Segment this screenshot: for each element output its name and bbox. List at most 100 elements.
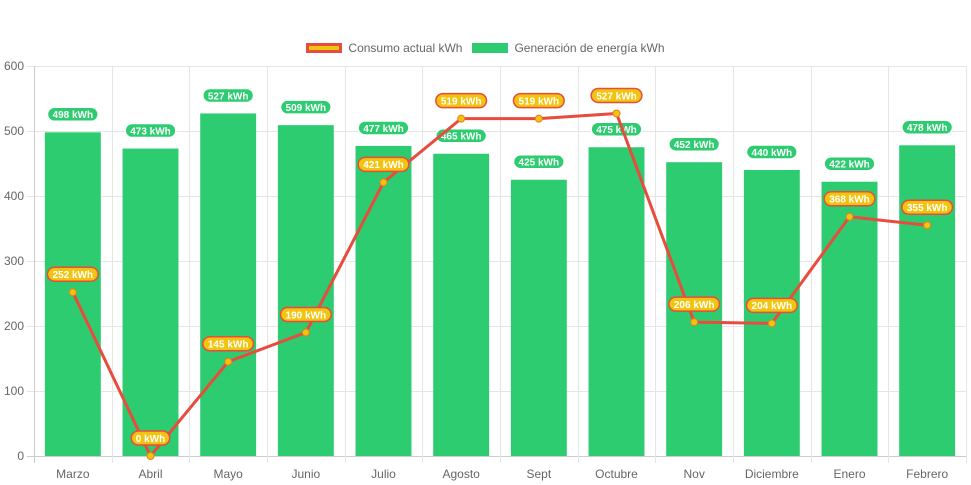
bar-data-label-bg xyxy=(512,154,565,170)
x-tick-label: Diciembre xyxy=(745,467,799,481)
line-data-label-text: 190 kWh xyxy=(286,310,327,321)
line-data-label: 0 kWh xyxy=(130,430,171,446)
line-data-label: 206 kWh xyxy=(668,296,721,312)
bar-data-label: 473 kWh xyxy=(124,122,177,139)
legend-swatch-generacion xyxy=(472,43,509,53)
x-tick-label: Mayo xyxy=(213,467,243,481)
line-data-label-bg xyxy=(130,430,171,446)
line-data-label-bg xyxy=(202,336,255,352)
line-point xyxy=(845,212,854,221)
line-point xyxy=(767,319,776,328)
line-point xyxy=(224,357,233,366)
line-point xyxy=(68,288,77,297)
bar-data-label-bg xyxy=(202,87,255,104)
bar xyxy=(588,147,645,456)
line-data-label-text: 355 kWh xyxy=(907,203,948,214)
line-data-label-bg xyxy=(901,199,954,215)
line-data-label-bg xyxy=(668,296,721,312)
line-data-label-bg xyxy=(823,191,876,207)
line-data-label: 519 kWh xyxy=(512,92,565,109)
bar-data-label-bg xyxy=(46,106,99,123)
bar-data-label-text: 452 kWh xyxy=(674,140,715,151)
chart-legend: Consumo actual kWh Generación de energía… xyxy=(0,41,971,55)
line-point xyxy=(690,318,699,327)
line-data-label-text: 0 kWh xyxy=(136,434,165,445)
line-data-label: 421 kWh xyxy=(357,156,410,173)
y-tick-label: 400 xyxy=(4,189,24,203)
line-data-label-bg xyxy=(357,156,410,173)
bar xyxy=(122,148,179,457)
line-data-label: 252 kWh xyxy=(46,266,99,282)
bar xyxy=(821,181,878,456)
bar-data-label-text: 440 kWh xyxy=(752,148,793,159)
bar-data-label-text: 498 kWh xyxy=(53,110,94,121)
bar xyxy=(899,145,956,457)
line-data-label-text: 368 kWh xyxy=(829,195,870,206)
line-point xyxy=(146,452,155,460)
bar-data-label-bg xyxy=(823,155,876,172)
line-point xyxy=(612,109,621,118)
line-point xyxy=(379,178,388,187)
bar xyxy=(200,113,257,456)
bar-data-label-bg xyxy=(590,121,643,137)
bar xyxy=(510,179,567,456)
bar-data-label-text: 478 kWh xyxy=(907,123,948,134)
line-data-label-text: 519 kWh xyxy=(519,96,560,107)
bar xyxy=(433,153,490,456)
bar-data-label-text: 477 kWh xyxy=(363,124,404,135)
legend-label-generacion: Generación de energía kWh xyxy=(514,41,665,55)
legend-label-consumo: Consumo actual kWh xyxy=(348,41,463,55)
line-point xyxy=(923,221,932,230)
bar-data-label-bg xyxy=(435,128,488,144)
x-tick-label: Nov xyxy=(683,467,704,481)
line-data-label-text: 252 kWh xyxy=(53,270,94,281)
bar-data-label: 498 kWh xyxy=(46,106,99,123)
bar-data-label-bg xyxy=(668,136,721,152)
x-tick-label: Junio xyxy=(291,467,320,481)
bar-data-label: 477 kWh xyxy=(357,120,410,136)
line-data-label-text: 519 kWh xyxy=(441,96,482,107)
x-tick-label: Octubre xyxy=(595,467,638,481)
bar-data-label: 527 kWh xyxy=(202,87,255,104)
bar-data-label-text: 527 kWh xyxy=(208,91,249,102)
bar-data-label-bg xyxy=(745,144,798,160)
line-data-label-bg xyxy=(279,306,332,323)
bar-data-label: 465 kWh xyxy=(435,128,488,144)
bar-data-label-bg xyxy=(124,122,177,139)
line-data-label: 190 kWh xyxy=(279,306,332,323)
bar-data-label: 422 kWh xyxy=(823,155,876,172)
bar-data-label-text: 465 kWh xyxy=(441,132,482,143)
line-data-label: 368 kWh xyxy=(823,191,876,207)
bar-data-label-text: 475 kWh xyxy=(596,125,637,136)
x-tick-label: Julio xyxy=(371,467,396,481)
line-data-label: 145 kWh xyxy=(202,336,255,352)
line-data-label-bg xyxy=(512,92,565,109)
line-data-label-text: 421 kWh xyxy=(363,160,404,171)
bar-data-label: 478 kWh xyxy=(901,119,954,136)
y-tick-label: 100 xyxy=(4,384,24,398)
line-data-label: 527 kWh xyxy=(590,87,643,104)
line-data-label-bg xyxy=(590,87,643,104)
bar-data-label-text: 473 kWh xyxy=(130,126,171,137)
bar-data-label: 425 kWh xyxy=(512,154,565,170)
y-tick-label: 300 xyxy=(4,254,24,268)
bar xyxy=(355,145,412,456)
y-tick-label: 600 xyxy=(4,59,24,73)
line-data-label-bg xyxy=(435,92,488,109)
bar-data-label-text: 509 kWh xyxy=(286,103,327,114)
legend-item-generacion[interactable]: Generación de energía kWh xyxy=(472,41,665,55)
legend-swatch-consumo xyxy=(306,43,343,53)
bar-data-label-text: 422 kWh xyxy=(829,160,870,171)
legend-item-consumo[interactable]: Consumo actual kWh xyxy=(306,41,462,55)
line-data-label-text: 206 kWh xyxy=(674,300,715,311)
line-point xyxy=(534,114,543,123)
bar-data-label: 509 kWh xyxy=(279,99,332,115)
x-tick-label: Agosto xyxy=(442,467,480,481)
bar-data-label-bg xyxy=(279,99,332,115)
x-tick-label: Sept xyxy=(526,467,551,481)
bar-data-label: 452 kWh xyxy=(668,136,721,152)
bar-data-label-text: 425 kWh xyxy=(519,158,560,169)
x-tick-label: Enero xyxy=(833,467,865,481)
y-tick-label: 0 xyxy=(17,449,24,463)
